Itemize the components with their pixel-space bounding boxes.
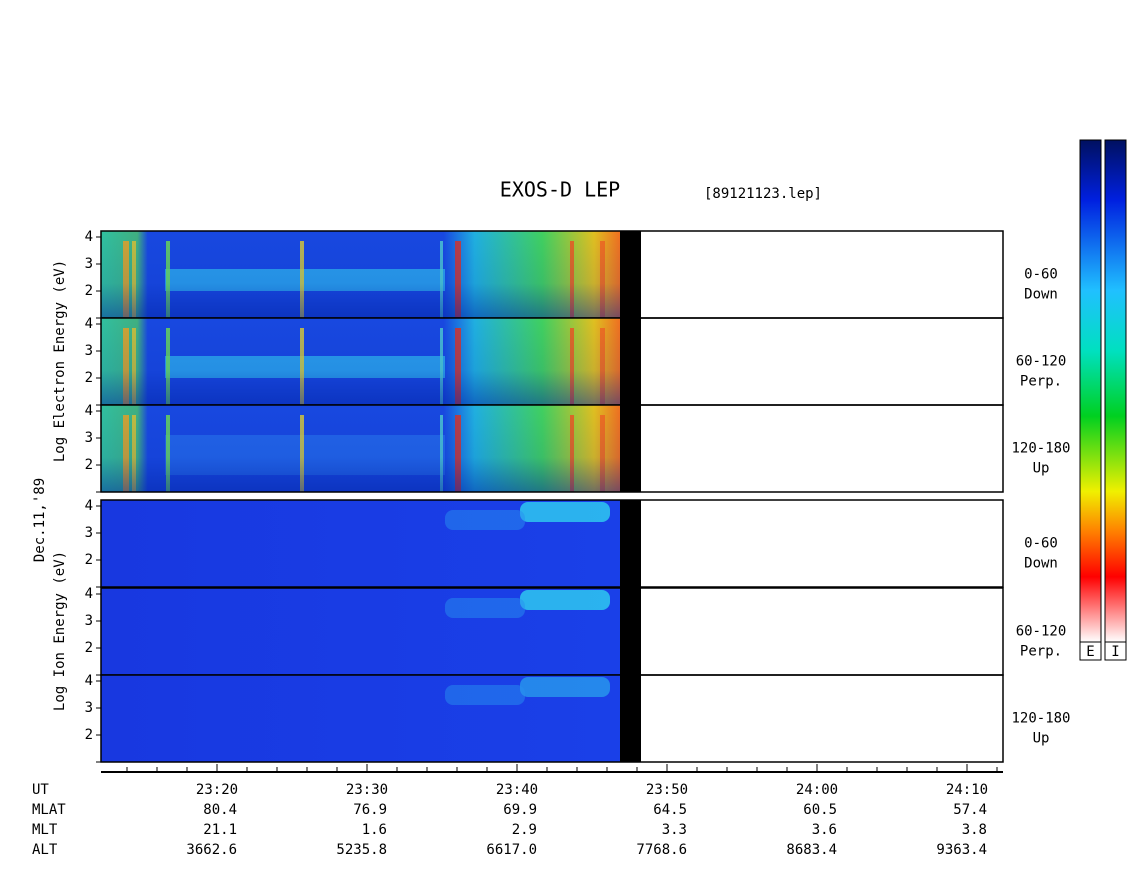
panel-range: 120-180 (1011, 711, 1070, 727)
colorbar (1104, 139, 1127, 643)
orbit-mlt: 3.6 (812, 822, 837, 838)
panel-direction: Up (1033, 731, 1050, 747)
spectrogram-patch (445, 598, 525, 618)
orbit-mlat: 76.9 (353, 802, 387, 818)
y-tick-label: 4 (85, 586, 93, 602)
y-tick-label: 4 (85, 229, 93, 245)
orbit-table: UT MLAT MLT ALT 23:20 80.4 21.1 3662.6 23:30 76.9… (32, 782, 988, 858)
panel-direction: Perp. (1020, 644, 1062, 660)
panel-frame (100, 499, 1004, 588)
y-tick-label: 4 (85, 673, 93, 689)
orbit-alt: 3662.6 (186, 842, 237, 858)
y-tick-label: 3 (85, 525, 93, 541)
orbit-ut: 23:30 (346, 782, 388, 798)
y-tick-label: 2 (85, 457, 93, 473)
row-label: MLAT (32, 802, 66, 818)
y-tick-label: 3 (85, 256, 93, 272)
orbit-mlt: 21.1 (203, 822, 237, 838)
orbit-mlt: 2.9 (512, 822, 537, 838)
orbit-ut: 23:50 (646, 782, 688, 798)
colorbar-box (1104, 641, 1127, 661)
spectrogram-patch (520, 590, 610, 610)
colorbar-label: E (1086, 644, 1094, 660)
panel-range: 120-180 (1011, 441, 1070, 457)
row-label: MLT (32, 822, 58, 838)
y-tick-label: 4 (85, 498, 93, 514)
panel-range: 0-60 (1024, 267, 1058, 283)
panel-frame (100, 674, 1004, 763)
orbit-mlt: 3.3 (662, 822, 687, 838)
orbit-alt: 6617.0 (486, 842, 537, 858)
y-tick-label: 2 (85, 283, 93, 299)
row-label: ALT (32, 842, 58, 858)
orbit-mlt: 1.6 (362, 822, 387, 838)
orbit-alt: 8683.4 (786, 842, 837, 858)
orbit-mlat: 69.9 (503, 802, 537, 818)
spectrogram-shade (101, 405, 620, 492)
panels: 2 3 4 0-60 Down 2 3 4 60-120 Perp. 2 3 4 120-180 Up 2 3 4… (85, 229, 1071, 763)
data-gap (620, 500, 641, 587)
orbit-ut: 24:10 (946, 782, 988, 798)
y-tick-label: 2 (85, 727, 93, 743)
spectrogram-patch (445, 685, 525, 705)
y-tick-label: 3 (85, 700, 93, 716)
orbit-ut: 23:20 (196, 782, 238, 798)
colorbar (1079, 139, 1102, 643)
orbit-ut: 23:40 (496, 782, 538, 798)
group-label: Log Electron Energy (eV) (52, 260, 68, 462)
y-tick-label: 2 (85, 552, 93, 568)
orbit-mlat: 80.4 (203, 802, 237, 818)
spectrogram-shade (101, 318, 620, 405)
spectrogram-patch (520, 502, 610, 522)
orbit-mlat: 60.5 (803, 802, 837, 818)
panel-range: 60-120 (1016, 624, 1067, 640)
panel-frame (100, 404, 1004, 493)
orbit-alt: 7768.6 (636, 842, 687, 858)
panel-direction: Perp. (1020, 374, 1062, 390)
y-tick-label: 2 (85, 640, 93, 656)
panel-direction: Up (1033, 461, 1050, 477)
spectrogram-patch (520, 677, 610, 697)
data-gap (620, 588, 641, 675)
panel-range: 0-60 (1024, 536, 1058, 552)
orbit-mlat: 57.4 (953, 802, 987, 818)
row-label: UT (32, 782, 49, 798)
colorbar-box (1079, 641, 1102, 661)
orbit-mlat: 64.5 (653, 802, 687, 818)
title: EXOS-D LEP (500, 178, 620, 202)
date-label: Dec.11,'89 (32, 478, 48, 562)
y-tick-label: 3 (85, 430, 93, 446)
data-gap (620, 675, 641, 762)
orbit-alt: 5235.8 (336, 842, 387, 858)
spectrogram-shade (101, 231, 620, 318)
file-name: [89121123.lep] (704, 186, 822, 202)
orbit-ut: 24:00 (796, 782, 838, 798)
y-tick-label: 3 (85, 613, 93, 629)
panel-direction: Down (1024, 556, 1058, 572)
spectrogram-patch (445, 510, 525, 530)
data-gap (620, 318, 641, 405)
panel-direction: Down (1024, 287, 1058, 303)
y-tick-label: 3 (85, 343, 93, 359)
panel-range: 60-120 (1016, 354, 1067, 370)
data-gap (620, 231, 641, 318)
orbit-alt: 9363.4 (936, 842, 987, 858)
y-tick-label: 4 (85, 316, 93, 332)
colorbar-label: I (1111, 644, 1119, 660)
y-tick-label: 2 (85, 370, 93, 386)
data-gap (620, 405, 641, 492)
y-tick-label: 4 (85, 403, 93, 419)
orbit-mlt: 3.8 (962, 822, 987, 838)
group-label: Log Ion Energy (eV) (52, 551, 68, 711)
time-ticks (126, 764, 998, 772)
